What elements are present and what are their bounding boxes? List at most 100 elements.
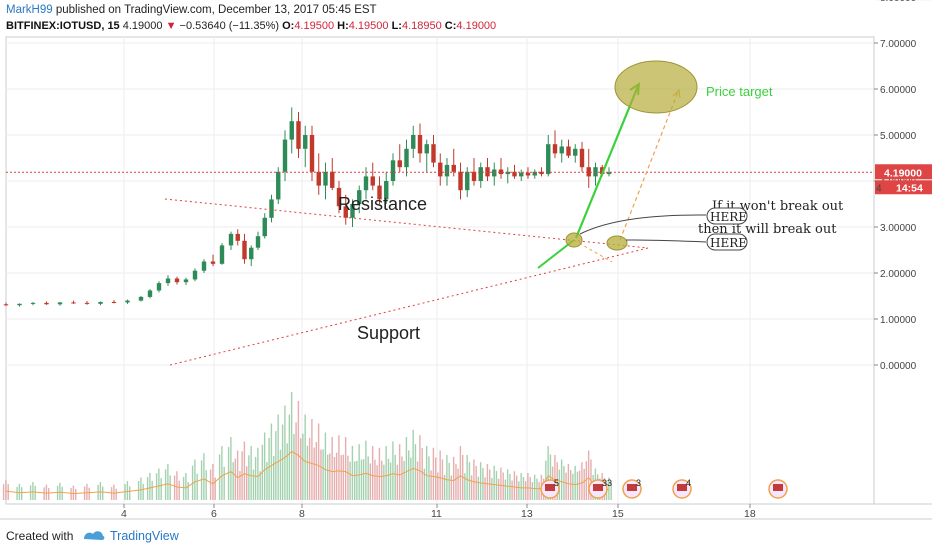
volume-bar xyxy=(538,481,540,500)
candle-body xyxy=(390,160,396,181)
volume-bar xyxy=(610,482,612,500)
open-label: O: xyxy=(282,20,295,32)
publish-line: MarkH99 published on TradingView.com, De… xyxy=(6,4,377,16)
candle-body xyxy=(451,164,456,172)
volume-bar xyxy=(425,446,428,500)
candle-body xyxy=(183,279,189,283)
flag-stripe xyxy=(773,484,783,491)
volume-bar xyxy=(70,488,72,500)
axes-group: 9.000008.000007.000006.000005.000004.000… xyxy=(0,0,932,520)
volume-bar xyxy=(412,429,414,500)
volume-bar xyxy=(367,456,369,500)
volume-bar xyxy=(387,458,390,500)
candle-body xyxy=(84,302,90,304)
volume-bar xyxy=(356,460,358,500)
volume-bar xyxy=(511,480,513,500)
volume-bar xyxy=(16,486,18,500)
volume-bar xyxy=(430,470,432,500)
volume-bar xyxy=(329,453,331,500)
volume-bar xyxy=(441,459,444,500)
volume-bar xyxy=(459,446,462,500)
volume-bar xyxy=(574,465,576,500)
candle-body xyxy=(316,171,321,186)
candle-body xyxy=(343,206,348,218)
candle-body xyxy=(431,144,436,163)
candle-body xyxy=(3,304,9,306)
volume-bar xyxy=(401,456,403,500)
author-link[interactable]: MarkH99 xyxy=(6,4,53,16)
candle-body xyxy=(242,240,247,260)
volume-bar xyxy=(437,472,439,500)
volume-bar xyxy=(43,487,45,500)
volume-bar xyxy=(317,423,320,500)
candle-body xyxy=(44,302,49,305)
volume-bar xyxy=(160,478,162,500)
volume-bar xyxy=(376,465,378,500)
candle-body xyxy=(138,296,144,301)
candle-body xyxy=(471,171,477,181)
volume-bar xyxy=(167,464,169,500)
volume-bar xyxy=(522,477,525,500)
volume-bar xyxy=(385,446,387,500)
volume-bar xyxy=(504,479,507,500)
volume-bar xyxy=(209,469,212,500)
volume-bar xyxy=(248,455,250,500)
volume-bar xyxy=(531,482,534,500)
price-tick-label: 8.00000 xyxy=(880,0,917,4)
volume-ma-line xyxy=(5,450,610,495)
volume-bar xyxy=(383,464,385,500)
event-count: 33 xyxy=(602,478,612,488)
volume-bar xyxy=(565,472,567,500)
candle-body xyxy=(309,135,315,172)
volume-bar xyxy=(423,468,426,500)
volume-bar xyxy=(243,441,246,500)
volume-bar xyxy=(5,480,7,500)
candle-body xyxy=(228,233,234,246)
volume-bar xyxy=(322,449,324,500)
volume-bar xyxy=(520,473,522,500)
tradingview-brand-link[interactable]: TradingView xyxy=(110,529,179,543)
resistance-trendline xyxy=(164,198,649,249)
volume-bar xyxy=(32,482,34,500)
symbol-label: BITFINEX:IOTUSD, 15 xyxy=(6,20,120,32)
volume-bar xyxy=(394,454,396,500)
footer: Created with TradingView xyxy=(0,520,932,550)
volume-bar xyxy=(140,477,142,500)
volume-bar xyxy=(187,482,189,500)
note-breakout: then it will break out xyxy=(698,222,837,237)
open-value: 4.19500 xyxy=(294,20,335,32)
volume-bar xyxy=(61,486,63,500)
volume-bar xyxy=(500,467,502,500)
time-tick-label: 8 xyxy=(299,508,305,520)
close-value: 4.19000 xyxy=(456,20,497,32)
volume-bar xyxy=(279,449,282,500)
volume-bar xyxy=(34,485,36,500)
candle-body xyxy=(444,164,450,177)
flag-stripe xyxy=(545,484,555,491)
volume-bar xyxy=(439,450,441,500)
price-tick-label: 4 xyxy=(876,183,882,194)
volume-bar xyxy=(295,422,297,500)
candle-body xyxy=(586,167,591,177)
volume-bar xyxy=(381,460,383,500)
volume-bar xyxy=(239,470,241,500)
candle-body xyxy=(505,171,510,175)
volume-bar xyxy=(374,459,376,500)
volume-bar xyxy=(428,456,430,500)
orange-projection-line xyxy=(619,91,679,241)
price-tick-label: 7.00000 xyxy=(880,39,917,50)
candle-body xyxy=(71,302,76,304)
volume-bar xyxy=(446,455,448,500)
candle-body xyxy=(30,302,36,304)
volume-bar xyxy=(466,455,468,500)
volume-bar xyxy=(102,486,104,500)
volume-bar xyxy=(7,484,9,500)
down-arrow-icon: ▼ xyxy=(165,20,177,32)
time-tick-label: 4 xyxy=(121,508,127,520)
candle-body xyxy=(438,162,443,177)
volume-bar xyxy=(230,437,232,500)
candle-body xyxy=(579,148,585,168)
volume-bar xyxy=(169,475,171,500)
volume-bar xyxy=(232,462,234,500)
